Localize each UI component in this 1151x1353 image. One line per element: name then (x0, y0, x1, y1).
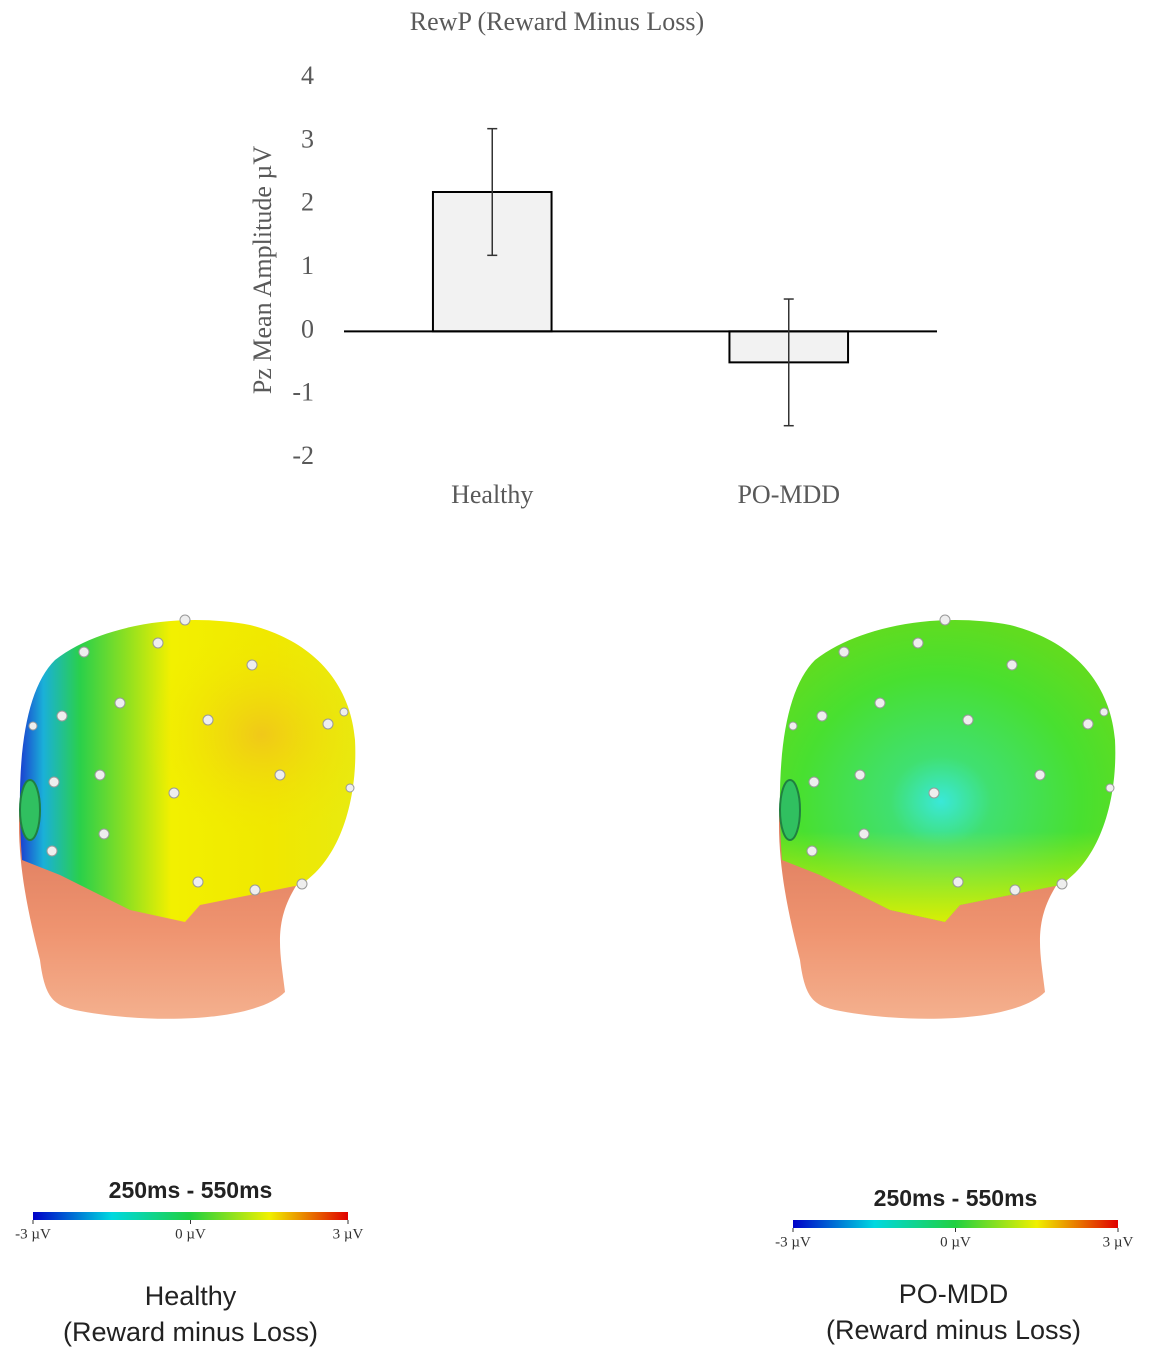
y-tick-label: -1 (292, 378, 314, 407)
bar-chart: -2 -1 0 1 2 3 4 Healthy PO-MDD (292, 61, 937, 509)
y-tick-label: 3 (301, 124, 314, 153)
colorbar (793, 1220, 1118, 1228)
colorbar-tick-label: 0 µV (175, 1226, 206, 1242)
y-tick-label: -2 (292, 441, 314, 470)
caption: (Reward minus Loss) (826, 1315, 1081, 1345)
colorbars: 250ms - 550ms -3 µV 0 µV 3 µV Healthy (Reward… (15, 1177, 1133, 1347)
topomap-healthy (19, 615, 355, 1019)
x-tick-label: PO-MDD (737, 480, 840, 509)
x-tick-label: Healthy (451, 480, 533, 509)
chart-title: RewP (Reward Minus Loss) (410, 7, 704, 36)
colorbar-tick-label: -3 µV (15, 1226, 51, 1242)
y-tick-label: 0 (301, 314, 314, 343)
figure: RewP (Reward Minus Loss) Pz Mean Amplitu… (0, 0, 1151, 1353)
colorbar-tick-label: -3 µV (775, 1234, 811, 1250)
colorbar-tick-label: 0 µV (940, 1234, 971, 1250)
colorbar-title: 250ms - 550ms (874, 1185, 1038, 1211)
caption: Healthy (145, 1281, 237, 1311)
colorbar-tick-label: 3 µV (1103, 1234, 1134, 1250)
y-axis-label: Pz Mean Amplitude µV (248, 146, 277, 394)
caption: PO-MDD (899, 1279, 1009, 1309)
y-tick-label: 2 (301, 188, 314, 217)
caption: (Reward minus Loss) (63, 1317, 318, 1347)
colorbar (33, 1212, 348, 1220)
topomap-po-mdd (779, 615, 1115, 1019)
colorbar-tick-label: 3 µV (333, 1226, 364, 1242)
colorbar-title: 250ms - 550ms (109, 1177, 273, 1203)
y-tick-label: 4 (301, 61, 314, 90)
y-tick-label: 1 (301, 251, 314, 280)
